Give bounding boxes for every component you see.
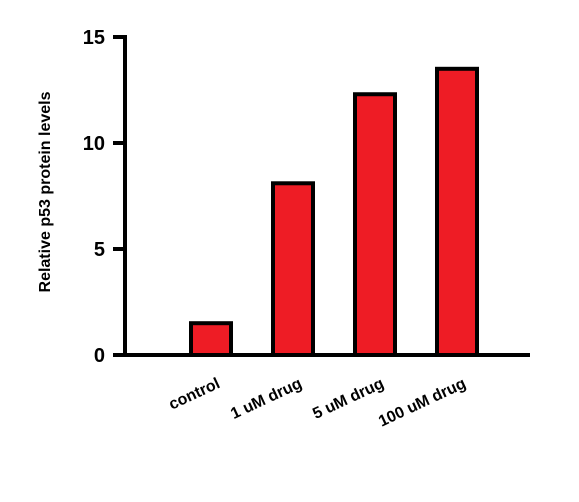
bars-group	[189, 66, 479, 358]
y-axis-title: Relative p53 protein levels	[37, 91, 54, 292]
bar-2	[353, 92, 397, 358]
x-tick-label-0: control	[166, 375, 222, 413]
x-tick-label-3: 100 uM drug	[376, 375, 469, 430]
y-tick-label-1: 5	[94, 239, 105, 261]
bar-0	[189, 321, 233, 358]
axes-group	[113, 35, 530, 357]
bar-3	[435, 66, 479, 358]
y-tick-label-0: 0	[94, 345, 105, 367]
x-tick-label-2: 5 uM drug	[310, 375, 386, 423]
y-tick-label-3: 15	[83, 27, 105, 49]
bar-1	[271, 181, 315, 357]
y-tick-label-2: 10	[83, 133, 105, 155]
x-tick-label-1: 1 uM drug	[228, 375, 304, 423]
